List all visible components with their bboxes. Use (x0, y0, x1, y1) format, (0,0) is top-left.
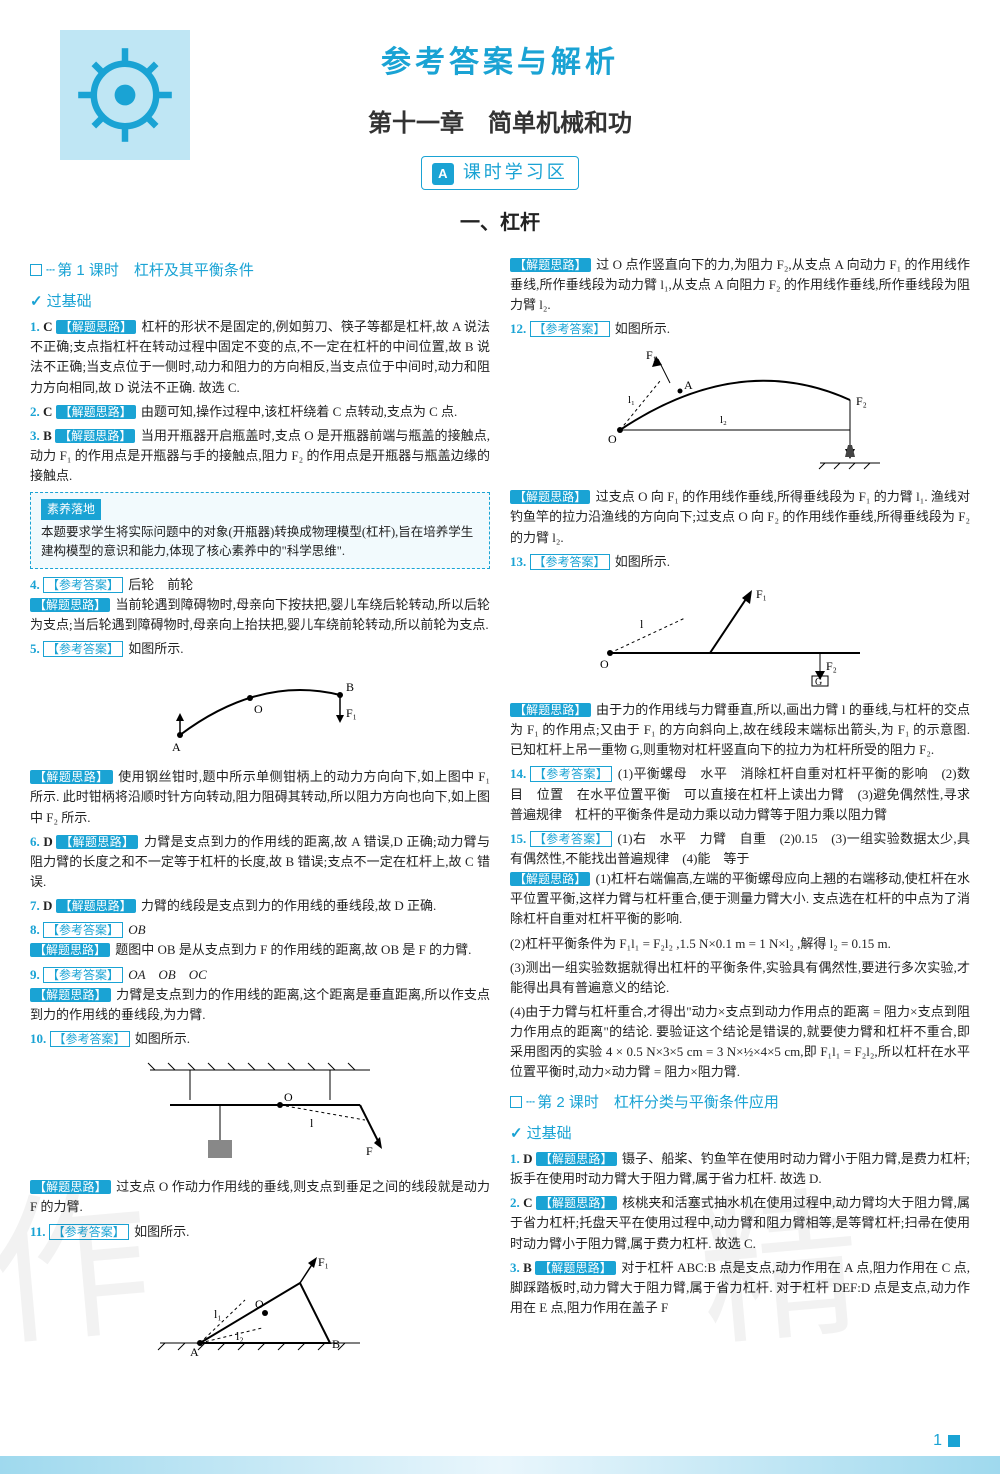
footer-bar (0, 1456, 1000, 1474)
q15-p4: (4)由于力臂与杠杆重合,才得出"动力×支点到动力作用点的距离 = 阻力×支点到… (510, 1002, 970, 1083)
svg-text:F₁: F₁ (756, 587, 767, 601)
svg-text:B: B (332, 1337, 340, 1351)
q15-p2: (2)杠杆平衡条件为 F₁l₁ = F₂l₂ ,1.5 N×0.1 m = 1 … (510, 934, 970, 954)
badge-letter: A (432, 163, 453, 185)
q14: 14. 【参考答案】 (1)平衡螺母 水平 消除杠杆自重对杠杆平衡的影响 (2)… (510, 764, 970, 824)
b3: 3. B 【解题思路】 对于杠杆 ABC:B 点是支点,动力作用在 A 点,阻力… (510, 1258, 970, 1318)
right-column: 【解题思路】 过 O 点作竖直向下的力,为阻力 F₂,从支点 A 向动力 F₁ … (510, 251, 970, 1370)
q11: 11. 【参考答案】 如图所示. (30, 1222, 490, 1242)
q12-exp: 【解题思路】 过支点 O 向 F₁ 的作用线作垂线,所得垂线段为 F₁ 的力臂 … (510, 487, 970, 547)
q13: 13. 【参考答案】 如图所示. (510, 552, 970, 572)
gear-icon (60, 30, 190, 160)
svg-text:l: l (310, 1116, 314, 1130)
svg-text:F₁: F₁ (346, 706, 357, 720)
q12: 12. 【参考答案】 如图所示. (510, 319, 970, 339)
note-box-text: 本题要求学生将实际问题中的对象(开瓶器)转换成物理模型(杠杆),旨在培养学生建构… (41, 525, 473, 558)
svg-text:l₂: l₂ (236, 1329, 244, 1343)
section-heading: 一、杠杆 (30, 208, 970, 239)
q15: 15. 【参考答案】 (1)右 水平 力臂 自重 (2)0.15 (3)一组实验… (510, 829, 970, 930)
q2: 2. C 【解题思路】 由题可知,操作过程中,该杠杆绕着 C 点转动,支点为 C… (30, 402, 490, 422)
q10-figure: O F l (30, 1055, 490, 1171)
page-number: 1 (933, 1429, 960, 1454)
q4: 4. 【参考答案】 后轮 前轮 【解题思路】 当前轮遇到障碍物时,母亲向下按扶把… (30, 575, 490, 635)
q5-exp: 【解题思路】 使用钢丝钳时,题中所示单侧钳柄上的动力方向向下,如上图中 F₁ 所… (30, 767, 490, 827)
q1: 1. C 【解题思路】 杠杆的形状不是固定的,例如剪刀、筷子等都是杠杆,故 A … (30, 317, 490, 398)
q10-exp: 【解题思路】 过支点 O 作动力作用线的垂线,则支点到垂足之间的线段就是动力 F… (30, 1177, 490, 1217)
q12-figure: O A F₁ F₂ l₁ l₂ (510, 345, 970, 481)
lesson-1-label: 第 1 课时 杠杆及其平衡条件 (57, 262, 254, 279)
q10: 10. 【参考答案】 如图所示. (30, 1029, 490, 1049)
lesson-2-header: ┄ 第 2 课时 杠杆分类与平衡条件应用 (510, 1091, 970, 1114)
b1: 1. D 【解题思路】 镊子、船桨、钓鱼竿在使用时动力臂小于阻力臂,是费力杠杆;… (510, 1149, 970, 1189)
sub-heading-basics: 过基础 (30, 290, 490, 313)
q5: 5. 【参考答案】 如图所示. (30, 639, 490, 659)
q5-figure: A O B F₁ (30, 665, 490, 761)
svg-text:G: G (815, 677, 822, 688)
svg-text:l₁: l₁ (214, 1307, 222, 1321)
svg-text:O: O (608, 432, 617, 446)
q13-exp: 【解题思路】 由于力的作用线与力臂垂直,所以,画出力臂 l 的垂线,与杠杆的交点… (510, 700, 970, 760)
svg-text:l: l (640, 617, 644, 631)
q3: 3. B 【解题思路】 当用开瓶器开启瓶盖时,支点 O 是开瓶器前端与瓶盖的接触… (30, 426, 490, 486)
svg-text:F: F (366, 1144, 373, 1158)
svg-text:O: O (284, 1090, 293, 1104)
svg-text:A: A (190, 1345, 199, 1358)
b2: 2. C 【解题思路】 核桃夹和活塞式抽水机在使用过程中,动力臂均大于阻力臂,属… (510, 1193, 970, 1253)
q6: 6. D 【解题思路】 力臂是支点到力的作用线的距离,故 A 错误,D 正确;动… (30, 832, 490, 892)
q15-p3: (3)测出一组实验数据就得出杠杆的平衡条件,实验具有偶然性,要进行多次实验,才能… (510, 958, 970, 998)
svg-text:l₁: l₁ (628, 394, 635, 406)
section-badge: A 课时学习区 (30, 156, 970, 190)
svg-text:F₂: F₂ (826, 659, 837, 673)
svg-text:F₁: F₁ (646, 348, 657, 362)
q8: 8. 【参考答案】 OB 【解题思路】 题图中 OB 是从支点到力 F 的作用线… (30, 920, 490, 960)
svg-text:F₁: F₁ (318, 1255, 329, 1269)
sub-heading-basics-2: 过基础 (510, 1122, 970, 1145)
svg-text:O: O (254, 702, 263, 716)
q11-figure: A O B F₁ l₁ l₂ (30, 1248, 490, 1364)
svg-text:O: O (255, 1297, 264, 1311)
svg-text:A: A (172, 740, 181, 754)
badge-text: 课时学习区 (463, 162, 568, 182)
svg-text:O: O (600, 657, 609, 671)
note-box: 素养落地 本题要求学生将实际问题中的对象(开瓶器)转换成物理模型(杠杆),旨在培… (30, 492, 490, 568)
left-column: ┄ 第 1 课时 杠杆及其平衡条件 过基础 1. C 【解题思路】 杠杆的形状不… (30, 251, 490, 1370)
lesson-2-label: 第 2 课时 杠杆分类与平衡条件应用 (537, 1094, 779, 1111)
q9: 9. 【参考答案】 OA OB OC 【解题思路】 力臂是支点到力的作用线的距离… (30, 965, 490, 1025)
lesson-1-header: ┄ 第 1 课时 杠杆及其平衡条件 (30, 259, 490, 282)
right-intro: 【解题思路】 过 O 点作竖直向下的力,为阻力 F₂,从支点 A 向动力 F₁ … (510, 255, 970, 315)
svg-text:B: B (346, 680, 354, 694)
q13-figure: O F₁ l F₂ G (510, 578, 970, 694)
note-box-title: 素养落地 (41, 499, 101, 520)
q7: 7. D 【解题思路】 力臂的线段是支点到力的作用线的垂线段,故 D 正确. (30, 896, 490, 916)
svg-text:l₂: l₂ (720, 414, 727, 426)
svg-text:F₂: F₂ (856, 394, 867, 408)
svg-text:A: A (684, 378, 693, 392)
